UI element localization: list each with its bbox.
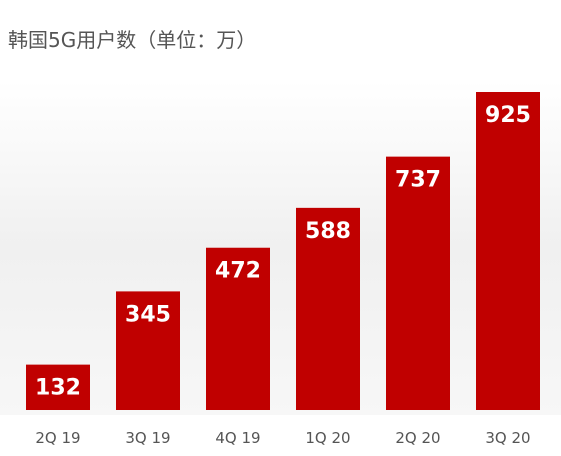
- x-tick-label: 4Q 19: [215, 429, 260, 447]
- bar: [386, 156, 450, 410]
- value-label: 345: [125, 302, 171, 327]
- bar: [116, 291, 180, 410]
- x-tick-label: 2Q 20: [395, 429, 440, 447]
- x-tick-label: 3Q 19: [125, 429, 170, 447]
- x-tick-label: 3Q 20: [485, 429, 530, 447]
- value-label: 925: [485, 103, 531, 128]
- value-label: 588: [305, 219, 351, 244]
- bar: [296, 207, 360, 410]
- background: [0, 80, 561, 415]
- bar: [26, 364, 90, 410]
- value-label: 132: [35, 376, 81, 401]
- value-label: 737: [395, 168, 441, 193]
- bar: [476, 92, 540, 410]
- bar: [206, 247, 270, 410]
- x-tick-label: 2Q 19: [35, 429, 80, 447]
- chart-title: 韩国5G用户数（单位：万）: [8, 28, 256, 52]
- value-label: 472: [215, 259, 261, 284]
- x-tick-label: 1Q 20: [305, 429, 350, 447]
